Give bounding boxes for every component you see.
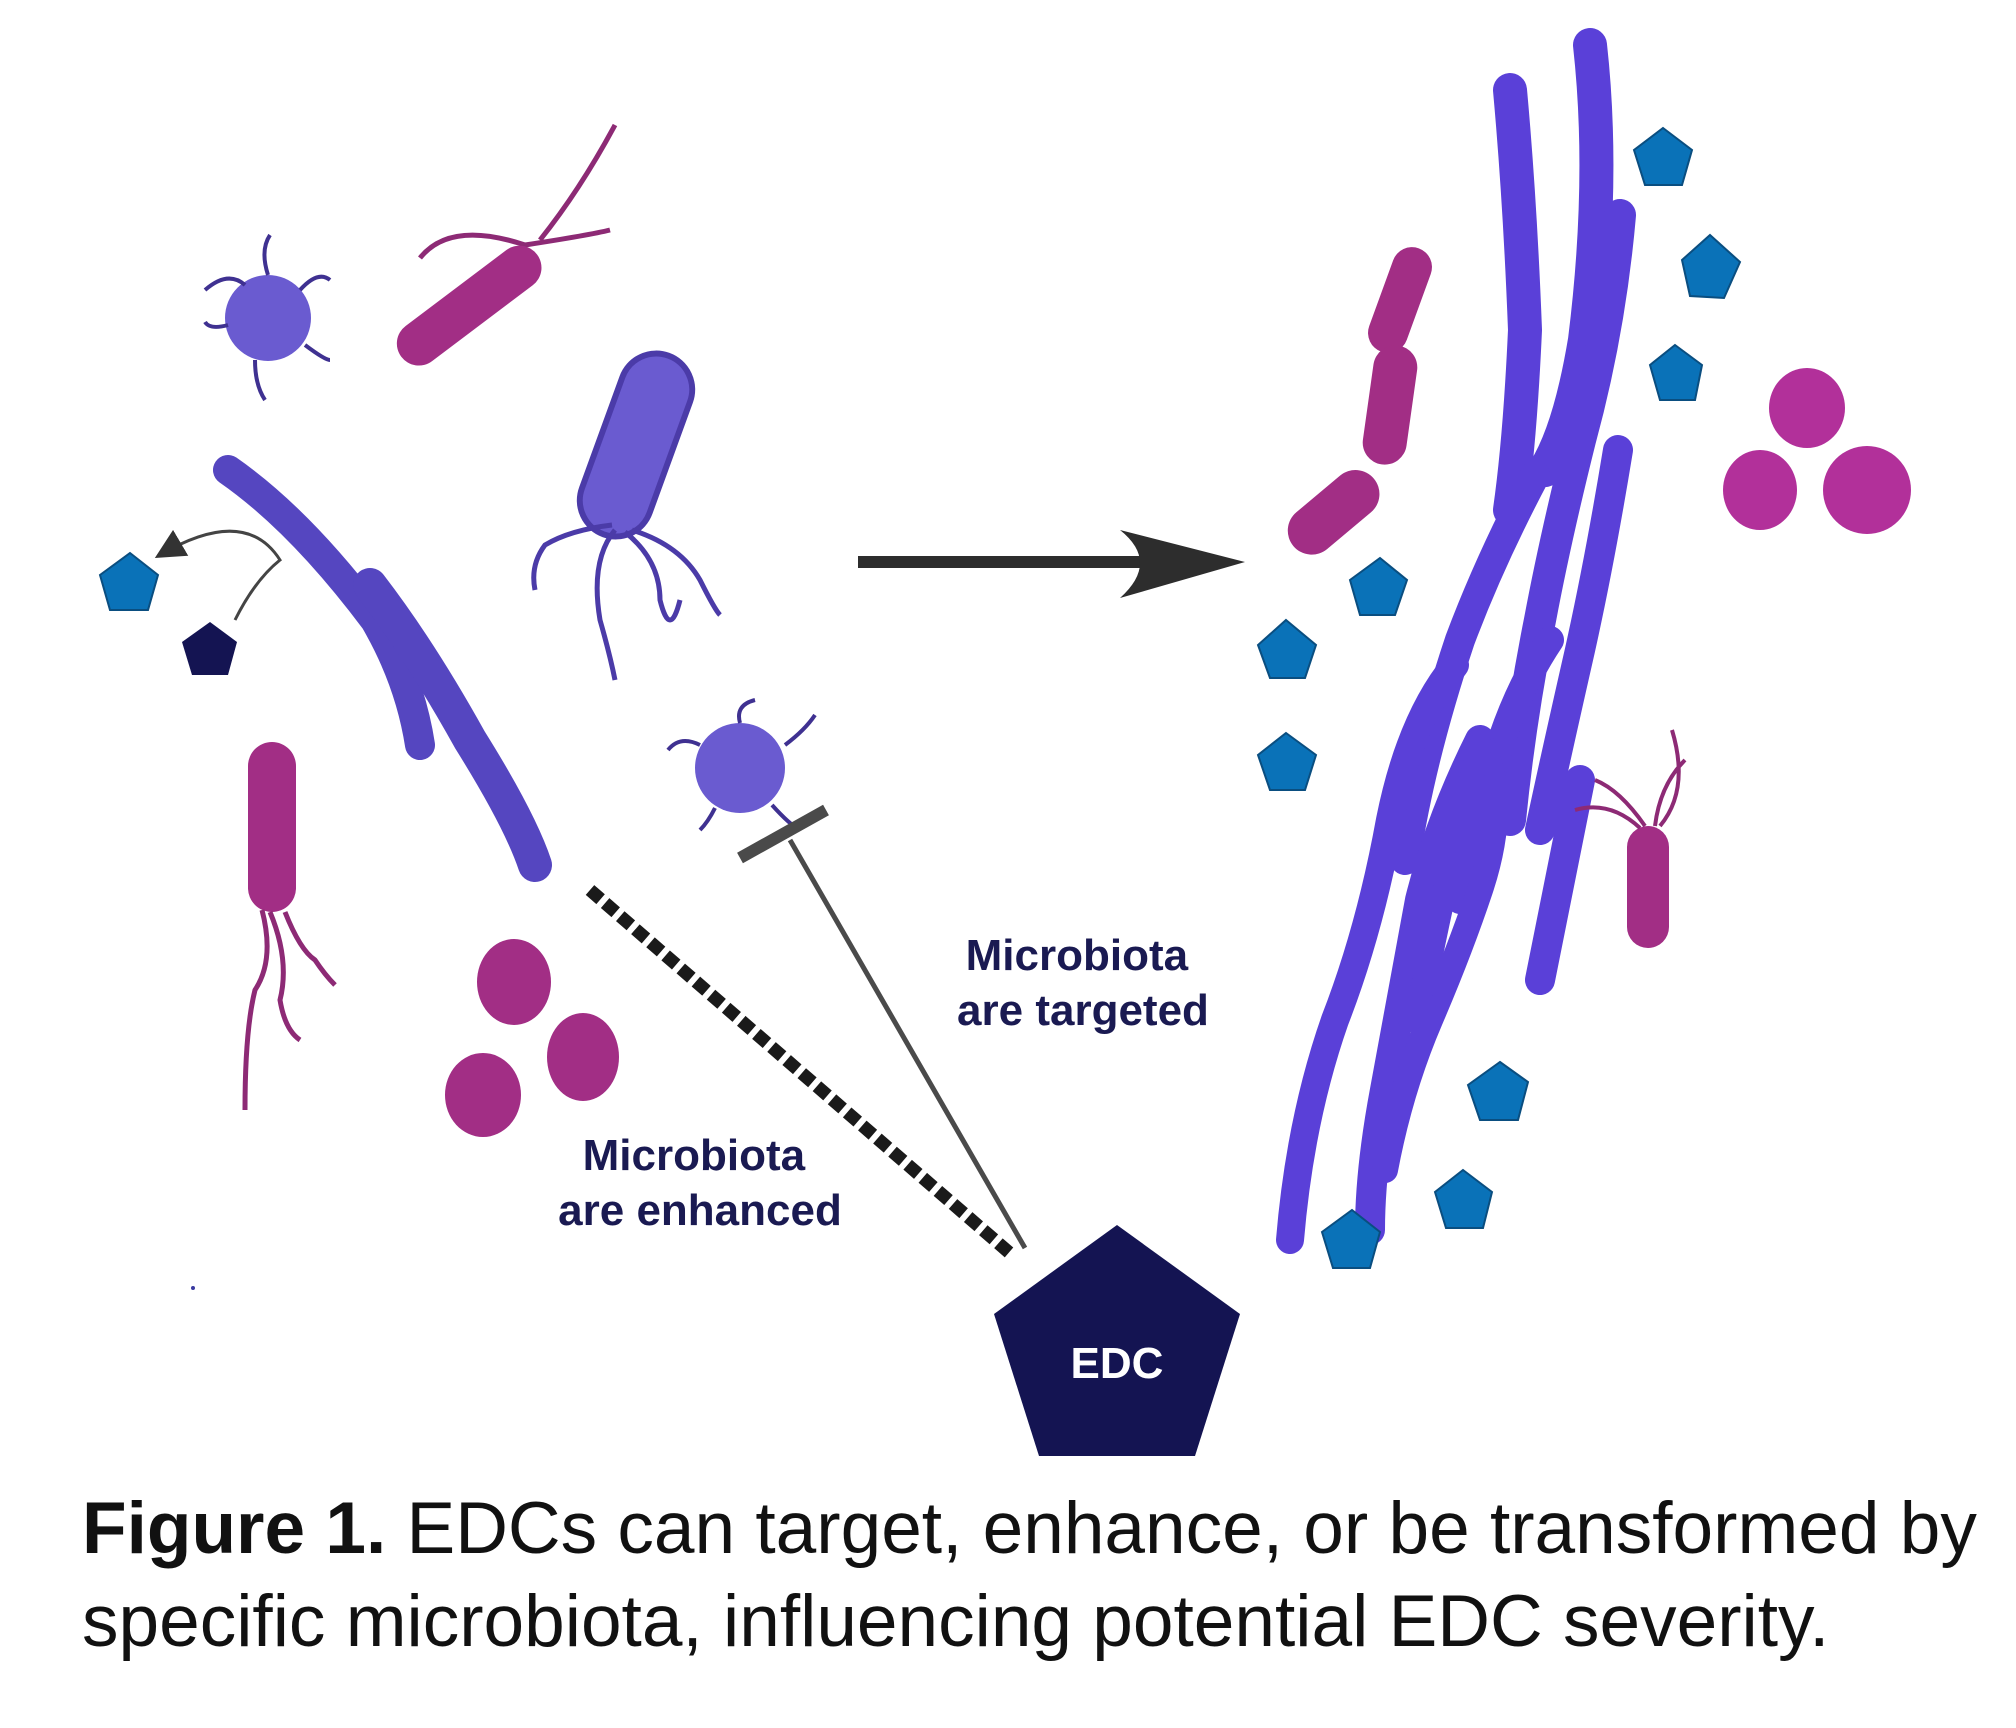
inhibition-line (737, 804, 1028, 1250)
pentagon-dark-left (182, 622, 237, 675)
label-microbiota-enhanced: Microbiota are enhanced (558, 1131, 842, 1235)
edc-pentagon: EDC (994, 1225, 1240, 1456)
coccus-with-pili-bottom (666, 698, 817, 832)
label-microbiota-targeted: Microbiota are targeted (957, 931, 1209, 1035)
edc-label: EDC (1071, 1339, 1164, 1388)
center-arrow (858, 530, 1245, 598)
caption-text: EDCs can target, enhance, or be transfor… (82, 1488, 1977, 1662)
transformation-arrow (154, 529, 282, 621)
enhancement-dashed-line (585, 885, 1017, 1260)
figure-caption: Figure 1. EDCs can target, enhance, or b… (82, 1482, 1982, 1668)
chain-rods-magenta (1287, 247, 1432, 555)
flagellated-rod-magenta-right (1574, 729, 1687, 948)
coccus-with-pili-top (203, 233, 332, 402)
flagellated-rod-violet (531, 350, 722, 681)
cocci-cluster-left (445, 939, 619, 1137)
stray-dot (191, 1286, 195, 1290)
cocci-cluster-right (1723, 368, 1911, 534)
pentagons-right (1256, 126, 1742, 1269)
filament-bundle (1276, 28, 1636, 1254)
flagellated-rod-magenta-top (396, 123, 618, 366)
caption-label: Figure 1. (82, 1488, 387, 1569)
flagellated-rod-magenta-bottom (242, 742, 337, 1111)
paired-long-rods (213, 455, 552, 882)
pentagon-blue-left (98, 551, 160, 611)
